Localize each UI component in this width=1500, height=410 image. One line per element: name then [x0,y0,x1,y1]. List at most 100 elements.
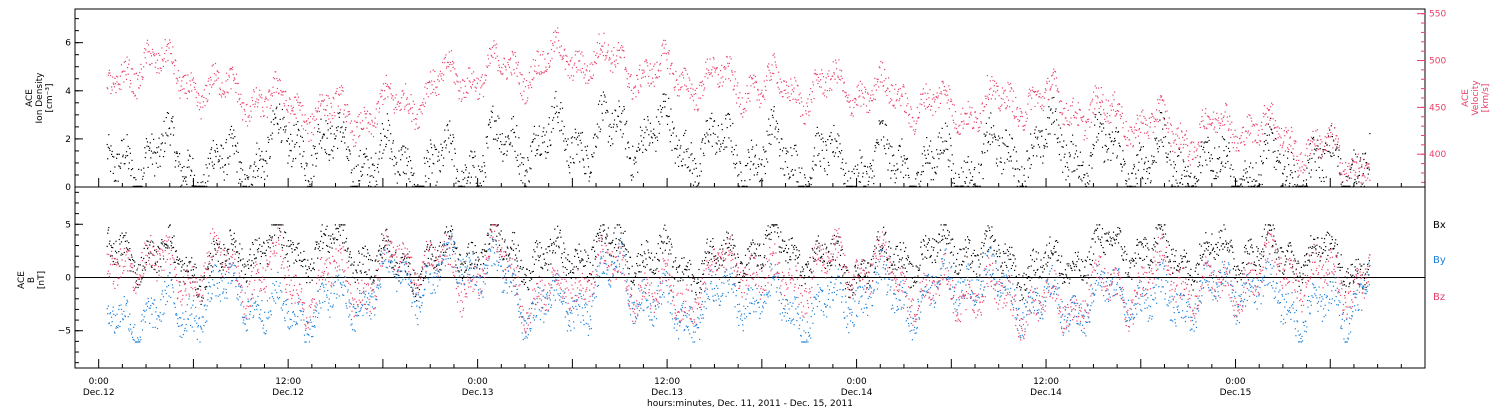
bx-point [216,243,218,245]
velocity-point [337,112,339,114]
density-point [1075,145,1077,147]
density-point [508,138,510,140]
velocity-point [345,121,348,123]
density-point [657,139,659,141]
density-point [174,151,176,153]
density-point [1131,172,1133,174]
density-point [1240,184,1242,186]
density-point [668,97,670,99]
velocity-point [1289,137,1291,139]
density-point [839,143,841,145]
velocity-point [1051,75,1053,77]
velocity-point [1196,155,1199,157]
density-point [817,154,819,156]
velocity-point [660,70,662,72]
velocity-point [198,94,200,96]
velocity-point [312,134,314,136]
velocity-point [323,99,325,101]
density-point [931,151,933,153]
velocity-point [1125,121,1127,123]
density-point [1239,178,1241,180]
density-point [312,145,314,147]
density-point [166,134,168,136]
density-point [1288,185,1290,187]
density-point [1351,163,1353,165]
density-point [989,143,991,146]
density-point [1062,171,1064,173]
density-point [262,158,264,160]
density-point [106,143,108,146]
density-point [720,143,722,145]
velocity-point [672,72,674,74]
density-point [182,180,184,182]
velocity-point [124,60,126,62]
velocity-point [285,90,287,92]
velocity-point [219,87,221,89]
velocity-point [369,113,371,115]
density-point [542,142,544,144]
density-point [553,117,555,119]
velocity-point [624,67,627,69]
velocity-point [711,69,713,71]
density-point [558,112,560,114]
velocity-point [1360,182,1362,184]
velocity-point [579,69,581,71]
velocity-point [556,47,558,49]
density-point [1074,153,1076,155]
velocity-point [712,66,714,68]
velocity-point [380,89,382,91]
velocity-point [1205,108,1207,110]
density-point [745,185,747,187]
velocity-point [674,86,676,88]
density-point [1043,144,1045,147]
density-point [511,118,513,120]
density-point [569,172,571,174]
velocity-point [200,118,202,120]
density-point [1273,139,1275,141]
density-point [1086,172,1088,174]
velocity-point [496,43,498,45]
velocity-point [1277,137,1279,139]
density-point [627,142,629,144]
density-point [305,179,307,181]
density-point [577,144,579,146]
density-point [146,141,149,143]
density-point [191,185,193,187]
velocity-point [1057,88,1059,90]
density-point [519,153,522,155]
velocity-point [1277,126,1279,128]
density-point [678,139,680,141]
density-point [449,134,451,136]
velocity-point [405,104,407,106]
velocity-point [462,79,464,82]
velocity-point [1312,130,1314,132]
density-point [1361,183,1363,185]
density-point [583,166,585,168]
velocity-point [1099,102,1101,104]
velocity-point [837,76,839,79]
velocity-point [696,109,698,111]
density-point [235,150,238,152]
density-point [831,139,833,141]
bx-point [253,254,255,256]
density-point [811,167,813,169]
density-point [412,185,414,187]
density-point [1179,182,1181,184]
density-point [706,120,708,122]
velocity-point [407,110,409,112]
velocity-point [1012,100,1014,102]
density-point [374,169,376,172]
density-point [580,132,582,134]
velocity-point [1088,118,1090,120]
bx-point [160,242,162,244]
density-point [594,133,596,135]
density-point [704,142,706,144]
density-point [647,119,649,121]
velocity-point [1196,148,1198,150]
density-point [1026,150,1028,152]
velocity-point [1341,162,1343,164]
bx-point [222,269,224,271]
density-point [1004,144,1006,146]
density-point [607,141,609,143]
density-point [1268,149,1270,151]
